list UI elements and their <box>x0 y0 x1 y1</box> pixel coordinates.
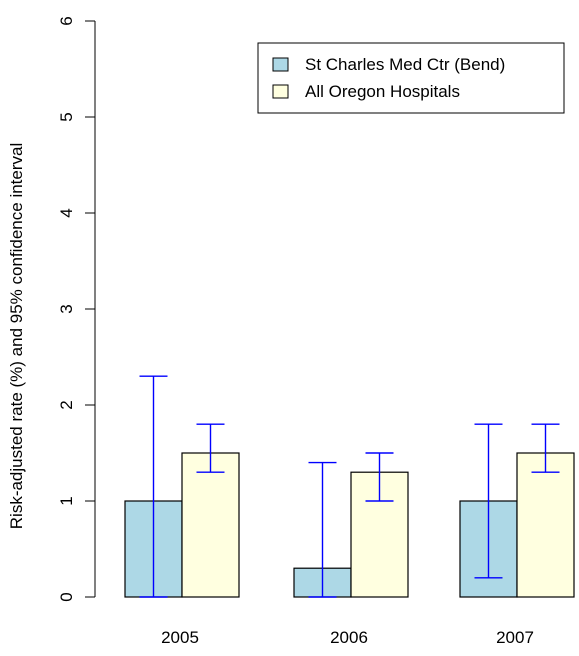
legend-label: All Oregon Hospitals <box>305 82 460 101</box>
x-tick-label: 2007 <box>496 628 534 647</box>
y-tick-label: 0 <box>57 592 76 601</box>
bar <box>516 452 575 598</box>
y-axis-label: Risk-adjusted rate (%) and 95% confidenc… <box>7 143 26 529</box>
legend: St Charles Med Ctr (Bend) All Oregon Hosp… <box>257 42 565 114</box>
y-tick-label: 2 <box>57 400 76 409</box>
y-tick-label: 6 <box>57 16 76 25</box>
x-axis-labels: 2005 2006 2007 <box>161 628 534 647</box>
y-tick-label: 3 <box>57 304 76 313</box>
bar <box>181 452 240 598</box>
legend-swatch <box>272 57 289 72</box>
x-tick-label: 2006 <box>330 628 368 647</box>
y-axis: 0 1 2 3 4 5 6 <box>57 16 96 602</box>
plot-area <box>124 375 575 598</box>
y-tick-label: 1 <box>57 496 76 505</box>
y-tick-label: 5 <box>57 112 76 121</box>
legend-box <box>257 42 565 114</box>
y-tick-label: 4 <box>57 208 76 217</box>
legend-swatch <box>272 84 289 99</box>
legend-label: St Charles Med Ctr (Bend) <box>305 55 505 74</box>
x-tick-label: 2005 <box>161 628 199 647</box>
